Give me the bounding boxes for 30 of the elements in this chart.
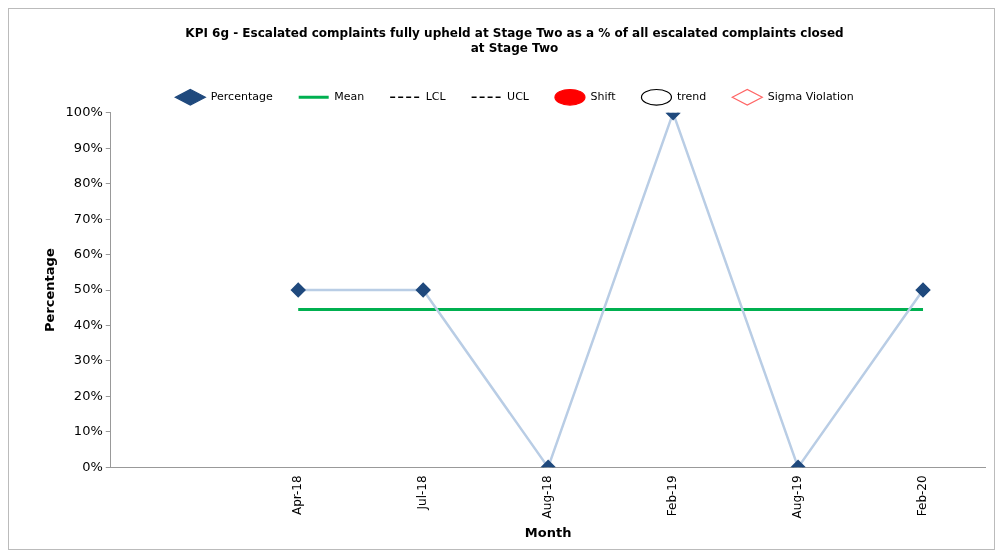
y-tick-label: 90%	[73, 139, 103, 155]
y-tick-label: 100%	[65, 104, 103, 120]
x-tick-label: Aug-19	[790, 475, 805, 519]
legend-label: LCL	[425, 90, 447, 104]
x-tick-label: Apr-18	[290, 475, 305, 515]
x-tick-label: Jul-18	[415, 475, 430, 511]
legend-label: Percentage	[210, 90, 273, 104]
y-tick-label: 0%	[82, 458, 103, 474]
x-tick-label: Aug-18	[540, 475, 555, 519]
point	[415, 282, 431, 298]
y-tick-label: 40%	[73, 316, 103, 332]
x-tick-label: Feb-19	[665, 475, 680, 517]
y-tick-label: 20%	[73, 387, 103, 403]
x-tick-label: Feb-20	[915, 475, 930, 517]
y-axis-title: Percentage	[42, 248, 58, 332]
x-axis-title: Month	[524, 524, 572, 540]
y-tick-label: 60%	[73, 246, 103, 261]
legend-label: Shift	[590, 90, 617, 104]
legend-label: Sigma Violation	[767, 90, 854, 104]
y-tick-label: 70%	[73, 210, 103, 226]
y-tick-label: 30%	[73, 352, 103, 368]
legend-label: trend	[676, 90, 707, 104]
point	[915, 282, 931, 298]
y-tick-label: 50%	[73, 281, 103, 297]
chart-title: KPI 6g - Escalated complaints fully upheld at Stage Two as a % of all escalated complaints closed at Stage Two	[185, 26, 844, 55]
legend-label: UCL	[507, 90, 530, 104]
y-tick-label: 10%	[73, 423, 103, 439]
point	[290, 282, 306, 298]
y-tick-label: 80%	[73, 175, 103, 191]
legend-label: Mean	[334, 90, 365, 104]
